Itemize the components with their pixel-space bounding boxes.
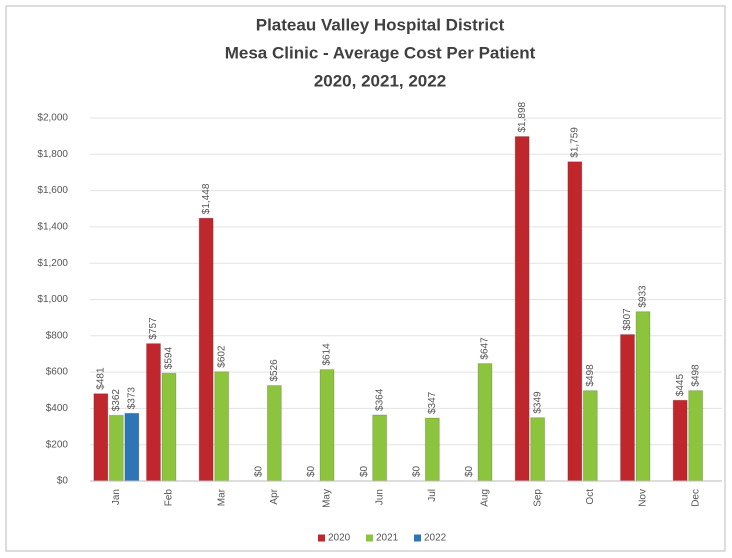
y-tick-label: $0 (57, 476, 69, 487)
bar (146, 343, 161, 482)
legend-swatch (366, 534, 373, 542)
y-tick-label: $800 (46, 330, 69, 341)
value-label: $594 (164, 347, 175, 370)
x-tick-label: Dec (690, 489, 701, 507)
value-label: $0 (359, 465, 370, 477)
x-tick-label: Oct (585, 489, 596, 505)
value-label: $0 (306, 465, 317, 477)
bar (688, 390, 704, 482)
y-tick-label: $1,200 (37, 258, 68, 269)
bar (372, 414, 388, 482)
chart-subtitle: Mesa Clinic - Average Cost Per Patient (225, 43, 536, 62)
legend-label: 2021 (376, 533, 399, 544)
value-label: $0 (464, 465, 475, 477)
x-tick-label: Jan (111, 489, 122, 505)
y-tick-label: $200 (46, 439, 69, 450)
chart-subtitle: 2020, 2021, 2022 (314, 71, 446, 90)
bar (108, 414, 124, 482)
y-tick-label: $400 (46, 403, 69, 414)
x-tick-label: Aug (480, 489, 491, 507)
bar (214, 371, 230, 482)
value-label: $481 (95, 367, 106, 390)
legend-swatch (318, 534, 325, 542)
value-label: $757 (148, 317, 159, 340)
x-tick-label: May (322, 489, 333, 508)
value-label: $807 (622, 308, 633, 331)
legend-label: 2020 (328, 533, 351, 544)
x-tick-label: Nov (638, 489, 649, 507)
value-label: $526 (269, 359, 280, 382)
y-tick-label: $1,800 (37, 149, 68, 160)
bar (319, 369, 335, 482)
value-label: $1,448 (201, 183, 212, 214)
value-label: $933 (638, 285, 649, 308)
legend-swatch (414, 534, 421, 542)
value-label: $498 (690, 364, 701, 387)
chart-title: Plateau Valley Hospital District (256, 15, 505, 34)
value-label: $498 (585, 364, 596, 387)
value-label: $602 (216, 345, 227, 368)
y-tick-label: $1,000 (37, 294, 68, 305)
x-tick-label: Jun (374, 489, 385, 505)
bar (635, 311, 651, 482)
bar (567, 161, 583, 482)
value-label: $364 (374, 388, 385, 411)
value-label: $1,898 (517, 101, 528, 132)
bar (582, 390, 598, 482)
value-label: $0 (411, 465, 422, 477)
bar (266, 385, 282, 482)
value-label: $614 (322, 343, 333, 366)
y-tick-label: $1,400 (37, 222, 68, 233)
bar (620, 334, 635, 482)
value-label: $445 (675, 374, 686, 397)
x-tick-label: Feb (164, 489, 175, 507)
x-tick-label: Mar (216, 488, 227, 506)
bar (424, 417, 440, 482)
y-tick-label: $1,600 (37, 185, 68, 196)
bar (124, 412, 140, 482)
bar (161, 372, 177, 482)
x-tick-label: Sep (532, 489, 543, 507)
value-label: $1,759 (569, 127, 580, 158)
bar (514, 136, 530, 482)
bar (477, 363, 493, 482)
y-tick-label: $2,000 (37, 113, 68, 124)
bar (93, 393, 109, 482)
x-tick-label: Apr (269, 488, 280, 504)
x-tick-label: Jul (427, 489, 438, 502)
bar (530, 417, 546, 482)
value-label: $362 (111, 389, 122, 412)
value-label: $373 (126, 387, 137, 410)
bar (672, 399, 688, 482)
value-label: $647 (480, 337, 491, 360)
value-label: $349 (532, 391, 543, 414)
bar (198, 217, 214, 482)
legend-label: 2022 (424, 533, 447, 544)
value-label: $0 (253, 465, 264, 477)
value-label: $347 (427, 391, 438, 414)
y-tick-label: $600 (46, 367, 69, 378)
